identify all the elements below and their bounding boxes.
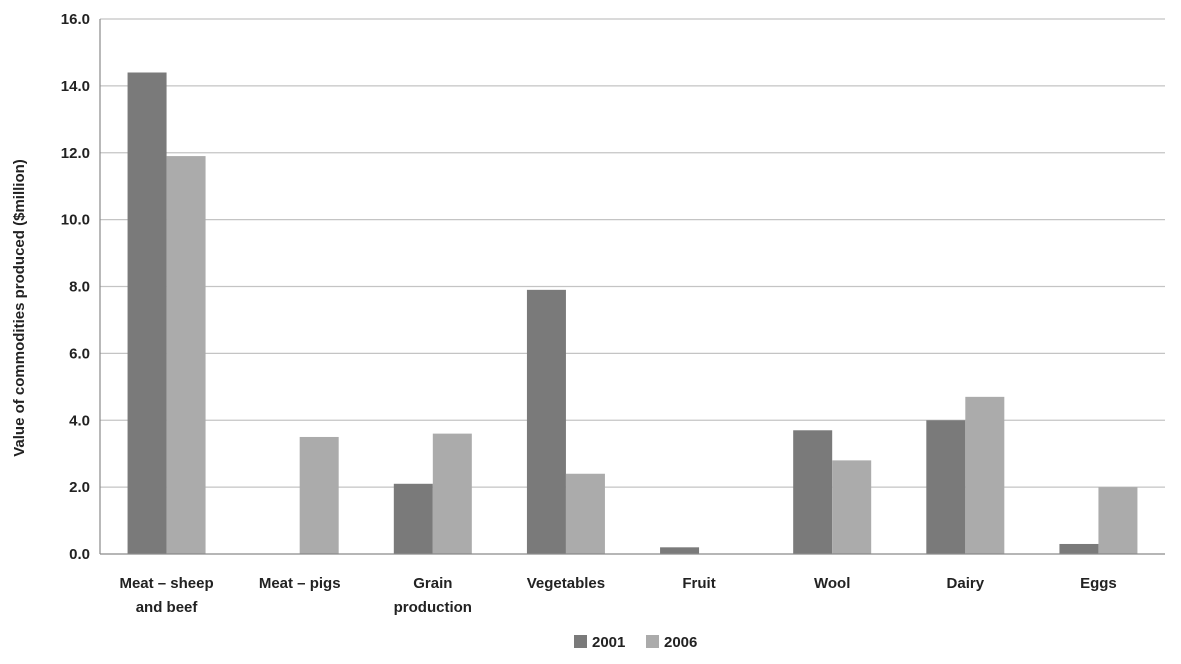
x-tick-label: Fruit [682, 575, 715, 592]
y-tick-label: 14.0 [61, 78, 90, 95]
x-tick-label: production [394, 599, 472, 616]
y-axis-title: Value of commodities produced ($million) [11, 159, 28, 457]
x-tick-label: Vegetables [527, 575, 605, 592]
bar-2001-6 [926, 420, 966, 554]
bar-2001-2 [393, 483, 433, 554]
x-tick-label: Meat – pigs [259, 575, 341, 592]
bar-2001-5 [793, 430, 833, 554]
bar-2006-3 [565, 473, 605, 554]
legend: 2001 2006 [574, 634, 697, 651]
y-tick-label: 8.0 [69, 279, 90, 296]
gridlines [100, 18, 1165, 488]
y-tick-label: 4.0 [69, 412, 90, 429]
y-tick-labels: 0.0 2.0 4.0 6.0 8.0 10.0 12.0 14.0 16.0 [61, 11, 90, 563]
bar-2006-5 [832, 460, 872, 554]
x-tick-label: Eggs [1080, 575, 1117, 592]
x-tick-label: Dairy [947, 575, 985, 592]
y-tick-label: 12.0 [61, 145, 90, 162]
bar-2001-4 [660, 547, 700, 554]
y-tick-label: 2.0 [69, 479, 90, 496]
axes [99, 19, 1165, 555]
bar-2006-7 [1098, 487, 1138, 554]
y-tick-label: 0.0 [69, 546, 90, 563]
bar-2006-1 [299, 436, 339, 554]
x-tick-label: and beef [136, 599, 199, 616]
legend-swatch-2001 [574, 635, 587, 648]
bar-2001-0 [127, 72, 167, 554]
legend-label-2006: 2006 [664, 634, 697, 651]
x-tick-labels: Meat – sheep and beef Meat – pigs Grain prod… [119, 575, 1116, 616]
y-tick-label: 10.0 [61, 212, 90, 229]
x-tick-label: Grain [413, 575, 452, 592]
bar-2006-6 [965, 396, 1005, 554]
x-tick-label: Wool [814, 575, 850, 592]
bars [127, 72, 1138, 554]
x-tick-label: Meat – sheep [119, 575, 213, 592]
legend-swatch-2006 [646, 635, 659, 648]
y-tick-label: 16.0 [61, 11, 90, 28]
y-tick-label: 6.0 [69, 345, 90, 362]
bar-2001-3 [526, 289, 566, 554]
bar-2006-0 [166, 156, 206, 554]
legend-label-2001: 2001 [592, 634, 625, 651]
bar-2001-7 [1059, 543, 1099, 554]
bar-2006-2 [432, 433, 472, 554]
